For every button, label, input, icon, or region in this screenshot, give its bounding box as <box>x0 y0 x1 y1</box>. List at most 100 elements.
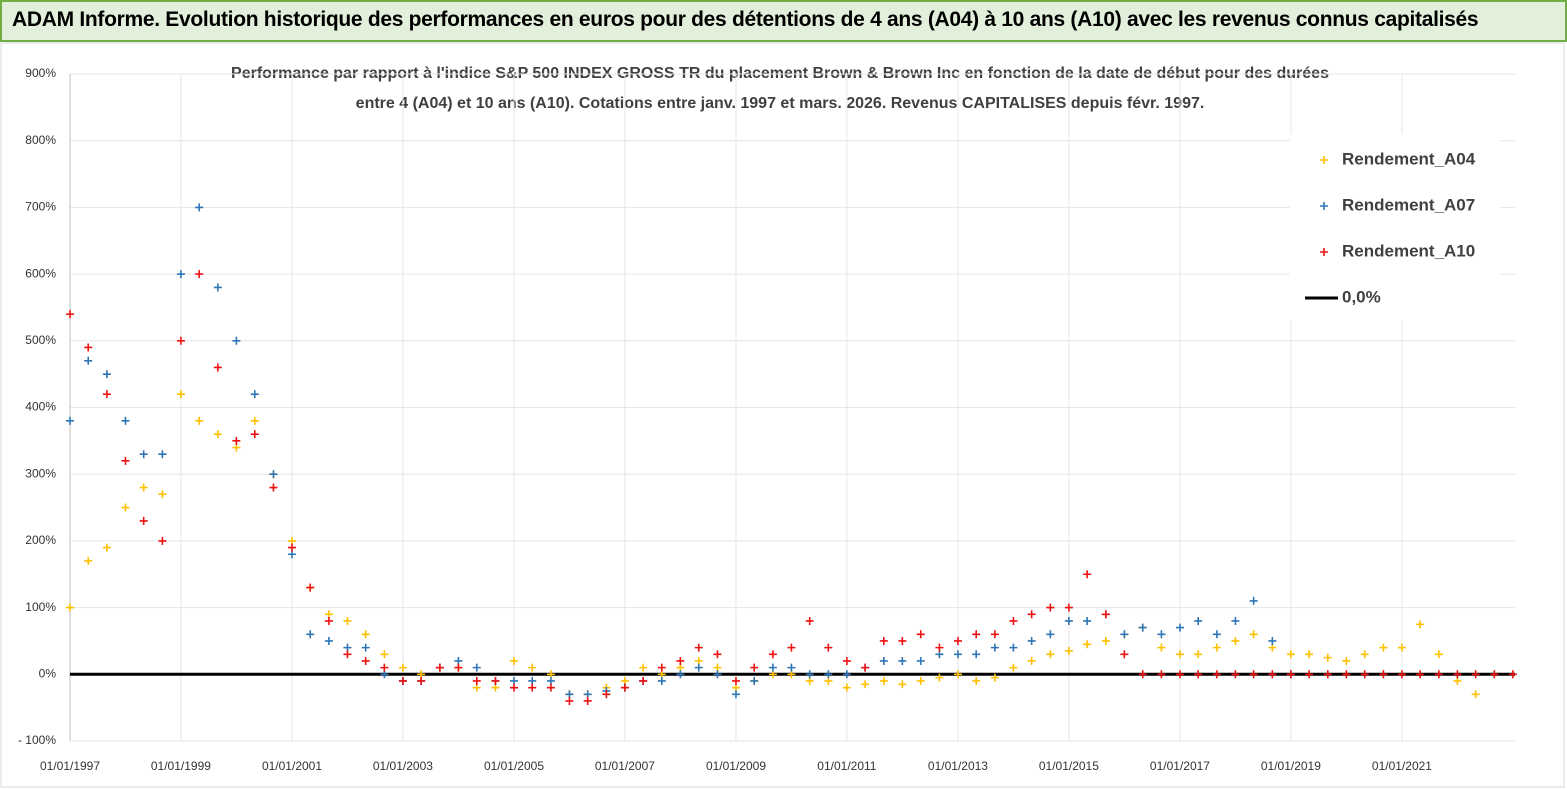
data-point <box>879 676 888 685</box>
data-point <box>750 676 759 685</box>
data-point <box>898 680 907 689</box>
data-point <box>676 663 685 672</box>
data-point <box>805 616 814 625</box>
data-point <box>990 643 999 652</box>
data-point <box>269 483 278 492</box>
data-point <box>1249 630 1258 639</box>
data-point <box>1434 650 1443 659</box>
data-point <box>232 436 241 445</box>
data-point <box>287 543 296 552</box>
data-point <box>195 270 204 279</box>
data-point <box>805 676 814 685</box>
data-point <box>66 416 74 425</box>
y-tick-label: 300% <box>25 466 56 480</box>
data-point <box>972 676 981 685</box>
data-point <box>935 650 944 659</box>
data-point <box>731 676 740 685</box>
y-tick-label: 200% <box>25 533 56 547</box>
data-point <box>916 630 925 639</box>
data-point <box>528 683 537 692</box>
data-point <box>343 643 352 652</box>
data-point <box>380 670 389 679</box>
data-point <box>287 536 296 545</box>
data-point <box>972 650 981 659</box>
data-point <box>1212 643 1221 652</box>
data-point <box>1416 670 1425 679</box>
data-point <box>1379 643 1388 652</box>
data-point <box>694 643 703 652</box>
x-tick-label: 01/01/2015 <box>1039 759 1099 773</box>
data-point <box>657 670 666 679</box>
data-point <box>787 643 796 652</box>
data-point <box>565 696 574 705</box>
y-tick-label: 800% <box>25 133 56 147</box>
data-point <box>935 673 944 682</box>
x-tick-label: 01/01/2011 <box>817 759 876 773</box>
data-point <box>1342 656 1351 665</box>
data-point <box>1231 670 1240 679</box>
data-point <box>1268 670 1277 679</box>
data-point <box>1064 616 1073 625</box>
y-tick-label: 100% <box>25 600 56 614</box>
data-point <box>250 416 259 425</box>
data-point <box>84 356 93 365</box>
data-point <box>1138 670 1147 679</box>
data-point <box>324 636 333 645</box>
data-point <box>620 676 629 685</box>
data-point <box>176 336 185 345</box>
data-point <box>361 643 370 652</box>
data-point <box>491 676 500 685</box>
data-point <box>639 676 648 685</box>
y-tick-label: 600% <box>25 266 56 280</box>
data-point <box>898 656 907 665</box>
data-point <box>676 670 685 679</box>
data-point <box>990 673 999 682</box>
data-point <box>898 636 907 645</box>
data-point <box>1157 670 1166 679</box>
data-point <box>1120 630 1129 639</box>
data-point <box>1305 670 1314 679</box>
x-tick-label: 01/01/2009 <box>706 759 766 773</box>
x-tick-label: 01/01/2005 <box>484 759 544 773</box>
data-point <box>509 656 518 665</box>
data-point <box>1175 670 1184 679</box>
data-point <box>1194 670 1203 679</box>
data-point <box>343 650 352 659</box>
data-point <box>1101 636 1110 645</box>
x-tick-label: 01/01/2001 <box>262 759 322 773</box>
data-point <box>1268 643 1277 652</box>
data-point <box>1194 650 1203 659</box>
x-tick-label: 01/01/1999 <box>151 759 211 773</box>
data-point <box>1323 653 1332 662</box>
data-point <box>84 343 93 352</box>
data-point <box>787 663 796 672</box>
data-point <box>694 656 703 665</box>
data-point <box>324 610 333 619</box>
data-point <box>287 550 296 559</box>
data-point <box>139 450 148 459</box>
data-point <box>102 370 111 379</box>
data-point <box>491 683 500 692</box>
data-point <box>324 616 333 625</box>
data-point <box>1175 650 1184 659</box>
legend-label: Rendement_A10 <box>1342 241 1475 260</box>
data-point <box>472 676 481 685</box>
data-point <box>139 483 148 492</box>
data-point <box>417 676 426 685</box>
data-point <box>528 676 537 685</box>
data-point <box>1046 630 1055 639</box>
data-point <box>1453 670 1462 679</box>
data-point <box>546 683 555 692</box>
data-point <box>1009 643 1018 652</box>
data-point <box>565 690 574 699</box>
data-point <box>1416 620 1425 629</box>
data-point <box>509 676 518 685</box>
data-point <box>121 456 130 465</box>
data-point <box>1360 650 1369 659</box>
data-point <box>657 663 666 672</box>
data-point <box>250 430 259 439</box>
data-point <box>1305 650 1314 659</box>
x-tick-label: 01/01/2017 <box>1150 759 1210 773</box>
data-point <box>842 670 851 679</box>
data-point <box>1027 636 1036 645</box>
